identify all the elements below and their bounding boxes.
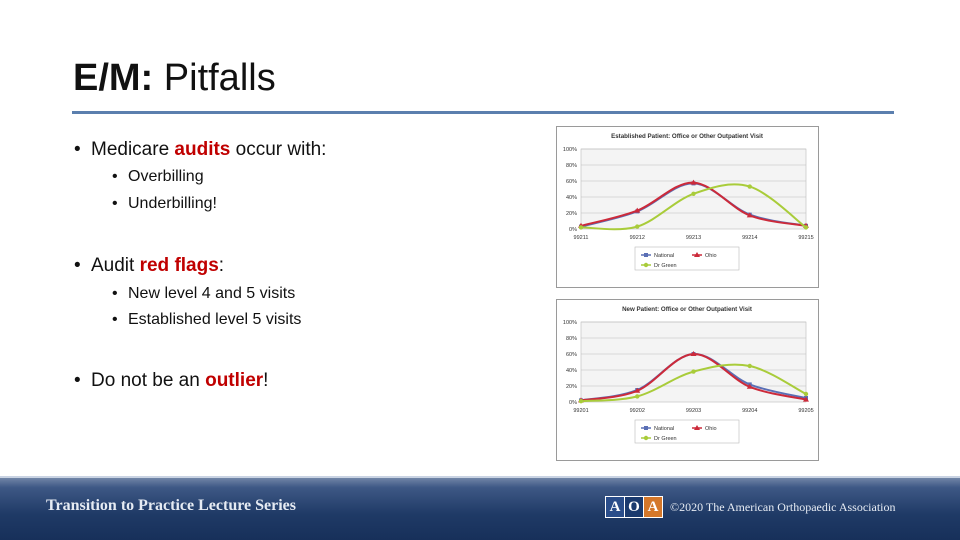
sub-bullet-established-level: Established level 5 visits <box>112 311 301 329</box>
legend-label: Dr Green <box>654 263 677 269</box>
bullet-text: ! <box>263 370 269 391</box>
bullet-text: Audit <box>91 255 140 276</box>
bullet-highlight: audits <box>174 139 231 160</box>
y-tick-label: 20% <box>566 211 577 217</box>
bullet-text: occur with: <box>230 139 327 160</box>
bullet-text: : <box>218 255 225 276</box>
y-tick-label: 0% <box>569 227 577 233</box>
copyright-label: ©2020 The American Orthopaedic Associati… <box>670 500 896 514</box>
data-point <box>747 363 752 369</box>
data-point <box>803 391 809 397</box>
legend-label: Ohio <box>705 426 717 432</box>
legend-marker <box>644 253 648 257</box>
legend-marker <box>644 426 648 430</box>
y-tick-label: 60% <box>566 179 577 185</box>
bullet-medicare-audits: Medicare audits occur with: <box>74 139 326 161</box>
chart-established-patient: Established Patient: Office or Other Out… <box>556 126 819 288</box>
bullet-text: Do not be an <box>91 370 206 391</box>
y-tick-label: 80% <box>566 336 577 342</box>
data-point <box>635 224 640 229</box>
y-tick-label: 80% <box>566 163 577 169</box>
legend-box <box>634 246 740 271</box>
x-tick-label: 99215 <box>798 235 813 241</box>
data-point <box>746 212 753 218</box>
data-point <box>803 396 809 402</box>
data-point <box>690 351 697 356</box>
aoa-logo-o: O <box>624 496 644 518</box>
x-tick-label: 99214 <box>742 235 757 241</box>
data-point <box>691 191 696 196</box>
legend-box <box>634 419 740 444</box>
x-tick-label: 99205 <box>798 408 813 414</box>
y-tick-label: 0% <box>569 400 577 406</box>
legend-marker <box>694 425 700 430</box>
data-point <box>746 383 753 389</box>
legend-marker <box>694 252 700 257</box>
x-tick-label: 99202 <box>630 408 645 414</box>
title-pitfalls-label: Pitfalls <box>153 57 276 99</box>
y-tick-label: 60% <box>566 352 577 358</box>
sub-bullet-new-level: New level 4 and 5 visits <box>112 285 295 303</box>
bullet-outlier: Do not be an outlier! <box>74 370 268 392</box>
bullet-text: Medicare <box>91 139 175 160</box>
data-point <box>634 387 641 393</box>
legend-label: Ohio <box>705 253 717 259</box>
chart-new-patient: New Patient: Office or Other Outpatient … <box>556 299 819 461</box>
x-tick-label: 99213 <box>686 235 701 241</box>
legend-label: Dr Green <box>654 436 677 442</box>
legend-label: National <box>654 426 674 432</box>
x-tick-label: 99211 <box>574 235 589 241</box>
y-tick-label: 100% <box>563 320 577 326</box>
y-tick-label: 100% <box>563 147 577 153</box>
aoa-logo-a2: A <box>643 496 663 518</box>
bullet-audit-red-flags: Audit red flags: <box>74 255 224 277</box>
x-tick-label: 99203 <box>686 408 701 414</box>
data-point <box>803 225 809 230</box>
plot-area <box>580 321 807 403</box>
sub-bullet-underbilling: Underbilling! <box>112 195 217 213</box>
data-point <box>578 225 584 230</box>
aoa-logo-a: A <box>605 496 625 518</box>
chart-title: New Patient: Office or Other Outpatient … <box>622 306 752 313</box>
data-point <box>691 369 696 374</box>
data-point <box>690 179 697 185</box>
slide-title: E/M: Pitfalls <box>73 57 276 100</box>
x-tick-label: 99204 <box>742 408 757 414</box>
legend-marker <box>643 435 649 441</box>
chart-svg: Established Patient: Office or Other Out… <box>563 133 814 271</box>
bullet-highlight: red flags <box>139 255 219 276</box>
bullet-highlight: outlier <box>205 370 264 391</box>
footer-divider <box>0 476 960 478</box>
footer-series-label: Transition to Practice Lecture Series <box>46 497 296 514</box>
title-em-label: E/M: <box>73 57 154 99</box>
data-point <box>635 394 640 399</box>
data-point <box>578 399 584 404</box>
chart-title: Established Patient: Office or Other Out… <box>611 133 763 140</box>
data-point <box>634 207 641 213</box>
data-point <box>747 184 752 189</box>
x-tick-label: 99212 <box>630 235 645 241</box>
y-tick-label: 40% <box>566 195 577 201</box>
y-tick-label: 20% <box>566 384 577 390</box>
y-tick-label: 40% <box>566 368 577 374</box>
title-underline <box>72 111 894 114</box>
legend-marker <box>643 262 649 268</box>
x-tick-label: 99201 <box>573 408 588 414</box>
footer-bar <box>0 476 960 540</box>
sub-bullet-overbilling: Overbilling <box>112 168 204 186</box>
legend-label: National <box>654 253 674 259</box>
chart-svg: New Patient: Office or Other Outpatient … <box>563 306 814 444</box>
